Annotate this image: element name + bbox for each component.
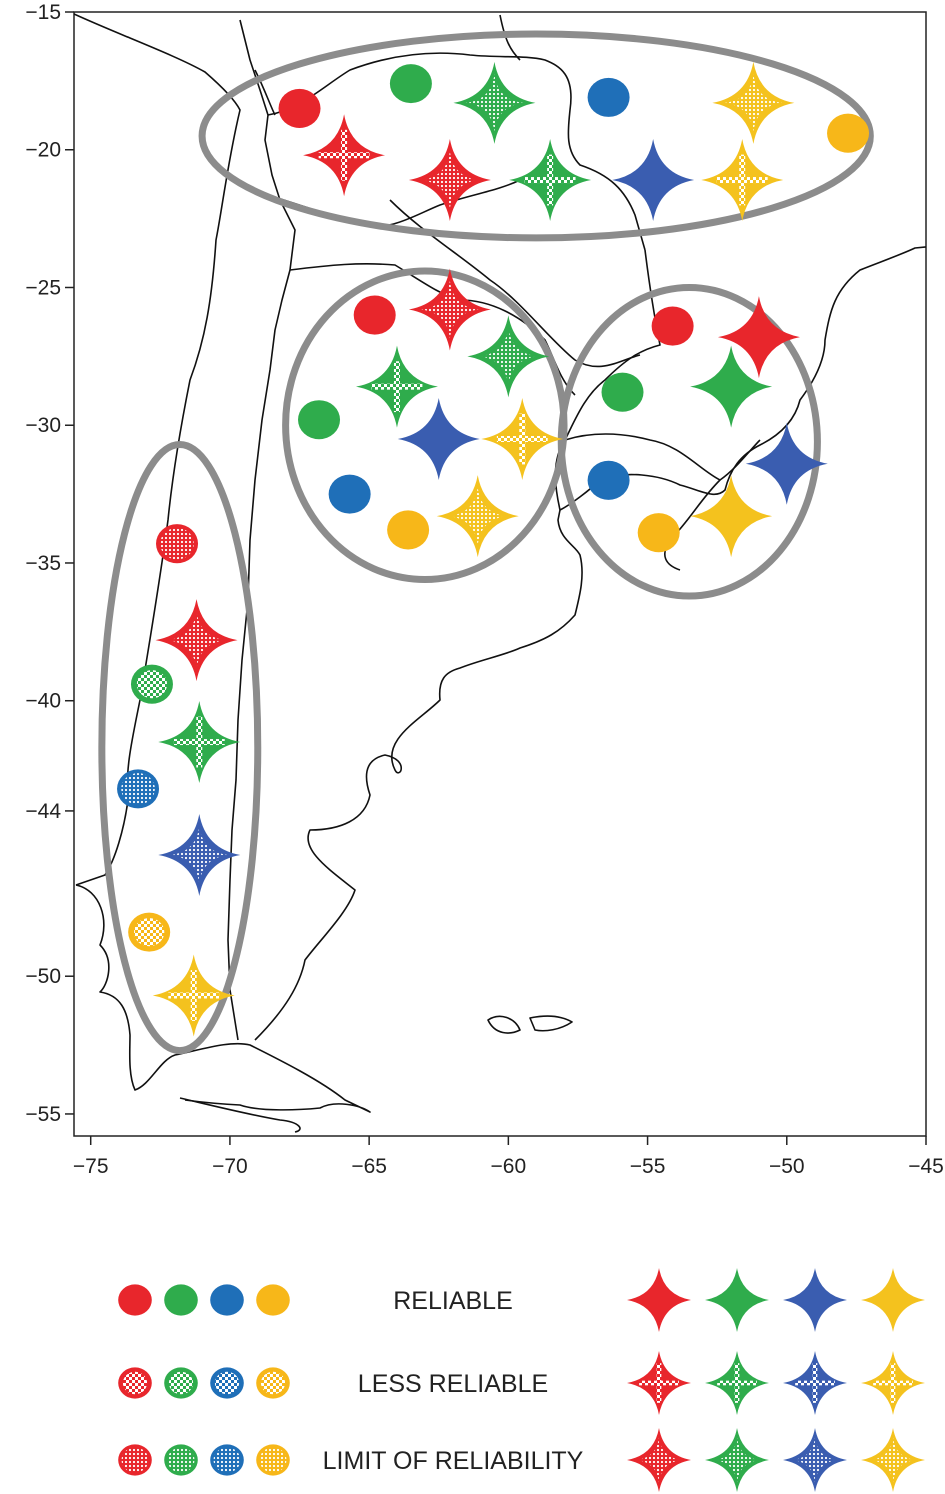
y-tick-label: −30 xyxy=(25,414,61,437)
yellow-circle-less-marker xyxy=(256,1367,290,1399)
blue-circle-reliable-marker xyxy=(328,474,371,514)
yellow-star-limit-marker xyxy=(861,1428,925,1492)
y-axis: −15 −20 −25 −30 −35 −40 −44 −50 −55 xyxy=(25,1,74,1126)
legend-label-reliable: RELIABLE xyxy=(393,1287,513,1315)
group-ellipses xyxy=(98,30,874,1055)
y-tick-label: −25 xyxy=(25,276,61,299)
blue-star-reliable-marker xyxy=(783,1268,847,1332)
yellow-circle-less-marker xyxy=(128,912,171,952)
green-star-less-marker xyxy=(158,701,241,784)
green-star-limit-marker xyxy=(705,1428,769,1492)
legend: RELIABLE LESS RELIABLE LIMIT OF RELIABILIT… xyxy=(118,1268,925,1492)
green-star-limit-marker xyxy=(453,61,536,144)
x-tick-label: −70 xyxy=(212,1155,248,1178)
red-star-less-marker xyxy=(627,1351,691,1415)
green-star-less-marker xyxy=(705,1351,769,1415)
red-circle-reliable-marker xyxy=(118,1284,152,1316)
y-tick-label: −40 xyxy=(25,690,61,713)
red-circle-reliable-marker xyxy=(651,306,694,346)
red-star-limit-marker xyxy=(155,599,238,682)
red-star-reliable-marker xyxy=(717,296,800,379)
group-ellipse-south-west xyxy=(98,441,262,1055)
yellow-circle-reliable-marker xyxy=(387,510,430,550)
group-ellipse-central-east xyxy=(557,283,821,600)
green-circle-reliable-marker xyxy=(164,1284,198,1316)
yellow-star-limit-marker xyxy=(436,475,519,558)
blue-star-reliable-marker xyxy=(745,422,828,505)
green-star-reliable-marker xyxy=(705,1268,769,1332)
red-star-reliable-marker xyxy=(627,1268,691,1332)
green-circle-less-marker xyxy=(164,1367,198,1399)
blue-star-limit-marker xyxy=(158,814,241,896)
yellow-star-less-marker xyxy=(861,1351,925,1415)
site-markers xyxy=(117,61,870,1037)
red-star-limit-marker xyxy=(408,268,491,351)
blue-star-reliable-marker xyxy=(612,139,695,222)
yellow-star-reliable-marker xyxy=(690,475,773,558)
group-ellipse-north xyxy=(198,30,874,242)
yellow-circle-reliable-marker xyxy=(637,513,680,553)
blue-circle-reliable-marker xyxy=(587,77,630,117)
green-star-less-marker xyxy=(509,139,592,222)
blue-star-less-marker xyxy=(783,1351,847,1415)
green-star-less-marker xyxy=(355,345,438,428)
legend-label-limit: LIMIT OF RELIABILITY xyxy=(323,1447,584,1475)
y-tick-label: −20 xyxy=(25,139,61,162)
x-tick-label: −75 xyxy=(73,1155,109,1178)
blue-circle-less-marker xyxy=(210,1367,244,1399)
x-tick-label: −55 xyxy=(630,1155,666,1178)
x-tick-label: −50 xyxy=(769,1155,805,1178)
red-star-less-marker xyxy=(303,114,386,197)
blue-circle-limit-marker xyxy=(210,1444,244,1476)
coastline xyxy=(74,13,926,1133)
y-tick-label: −50 xyxy=(25,965,61,988)
green-circle-limit-marker xyxy=(164,1444,198,1476)
x-tick-label: −60 xyxy=(491,1155,527,1178)
green-circle-reliable-marker xyxy=(601,372,644,412)
y-tick-label: −35 xyxy=(25,552,61,575)
red-circle-limit-marker xyxy=(156,524,199,564)
yellow-star-limit-marker xyxy=(712,61,795,144)
red-circle-less-marker xyxy=(118,1367,152,1399)
yellow-circle-limit-marker xyxy=(256,1444,290,1476)
x-tick-label: −45 xyxy=(908,1155,944,1178)
yellow-circle-reliable-marker xyxy=(256,1284,290,1316)
green-circle-reliable-marker xyxy=(298,400,341,440)
map-frame xyxy=(73,11,927,1137)
x-axis: −75 −70 −65 −60 −55 −50 −45 xyxy=(73,1136,944,1178)
yellow-star-less-marker xyxy=(152,954,235,1037)
blue-circle-reliable-marker xyxy=(587,460,630,500)
red-circle-reliable-marker xyxy=(278,88,321,128)
green-circle-reliable-marker xyxy=(389,64,432,104)
x-tick-label: −65 xyxy=(351,1155,387,1178)
red-circle-limit-marker xyxy=(118,1444,152,1476)
blue-star-reliable-marker xyxy=(397,398,480,481)
y-tick-label: −15 xyxy=(25,1,61,24)
blue-circle-limit-marker xyxy=(117,769,160,809)
yellow-star-less-marker xyxy=(701,139,784,222)
red-star-limit-marker xyxy=(408,139,491,222)
yellow-star-reliable-marker xyxy=(861,1268,925,1332)
y-tick-label: −55 xyxy=(25,1103,61,1126)
blue-star-limit-marker xyxy=(783,1428,847,1492)
red-circle-reliable-marker xyxy=(353,295,396,335)
yellow-star-less-marker xyxy=(481,398,564,481)
y-tick-label: −44 xyxy=(25,800,61,823)
yellow-circle-reliable-marker xyxy=(827,113,870,153)
red-star-limit-marker xyxy=(627,1428,691,1492)
blue-circle-reliable-marker xyxy=(210,1284,244,1316)
legend-label-less: LESS RELIABLE xyxy=(358,1370,548,1398)
green-star-reliable-marker xyxy=(690,345,773,428)
green-circle-less-marker xyxy=(130,664,173,704)
green-star-limit-marker xyxy=(467,315,550,398)
